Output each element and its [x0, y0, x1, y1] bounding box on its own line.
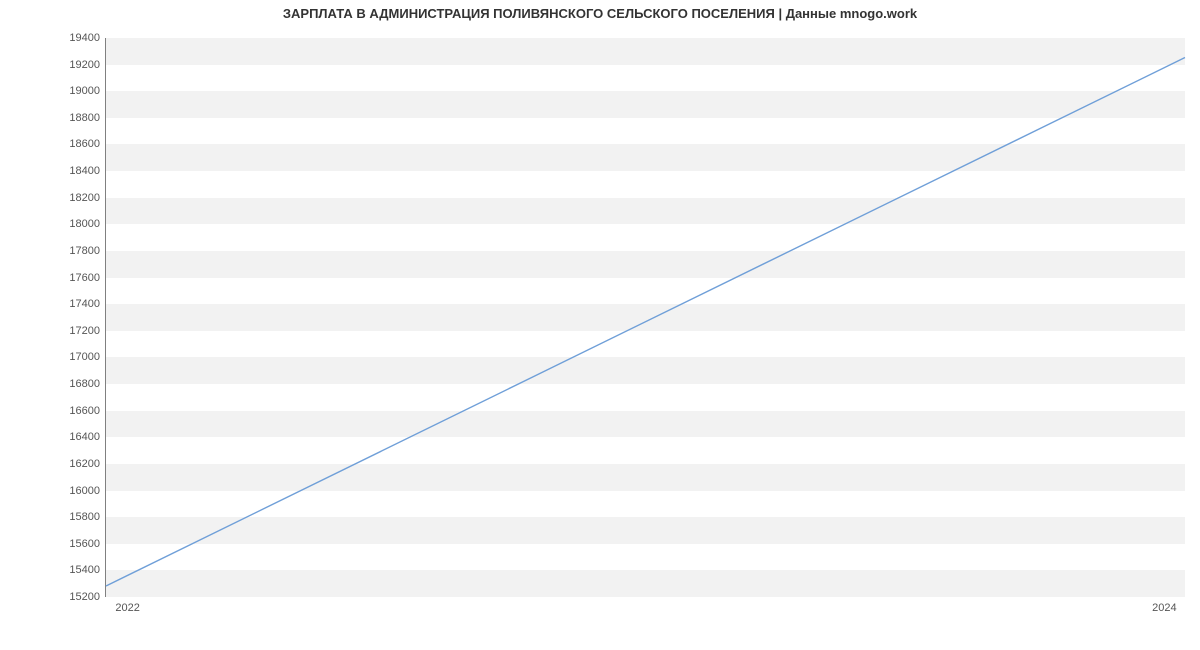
y-tick-label: 18000	[69, 218, 106, 230]
x-tick-label: 2024	[1152, 596, 1176, 614]
x-tick-label: 2022	[115, 596, 139, 614]
y-tick-label: 16000	[69, 485, 106, 497]
y-tick-label: 15800	[69, 511, 106, 523]
salary-line-chart: ЗАРПЛАТА В АДМИНИСТРАЦИЯ ПОЛИВЯНСКОГО СЕ…	[0, 0, 1200, 650]
y-tick-label: 16200	[69, 458, 106, 470]
y-tick-label: 15400	[69, 564, 106, 576]
y-tick-label: 15200	[69, 591, 106, 603]
y-tick-label: 17600	[69, 272, 106, 284]
line-layer	[106, 38, 1185, 596]
y-tick-label: 18800	[69, 112, 106, 124]
y-tick-label: 19400	[69, 32, 106, 44]
y-tick-label: 19200	[69, 59, 106, 71]
plot-area: 1520015400156001580016000162001640016600…	[105, 38, 1185, 597]
y-tick-label: 19000	[69, 85, 106, 97]
y-tick-label: 16400	[69, 431, 106, 443]
y-tick-label: 18200	[69, 192, 106, 204]
y-tick-label: 17800	[69, 245, 106, 257]
y-tick-label: 17200	[69, 325, 106, 337]
y-tick-label: 15600	[69, 538, 106, 550]
y-tick-label: 16600	[69, 405, 106, 417]
y-tick-label: 18400	[69, 165, 106, 177]
series-line-salary	[106, 58, 1185, 586]
chart-title: ЗАРПЛАТА В АДМИНИСТРАЦИЯ ПОЛИВЯНСКОГО СЕ…	[0, 6, 1200, 21]
y-tick-label: 17000	[69, 351, 106, 363]
y-tick-label: 16800	[69, 378, 106, 390]
y-tick-label: 18600	[69, 138, 106, 150]
y-tick-label: 17400	[69, 298, 106, 310]
